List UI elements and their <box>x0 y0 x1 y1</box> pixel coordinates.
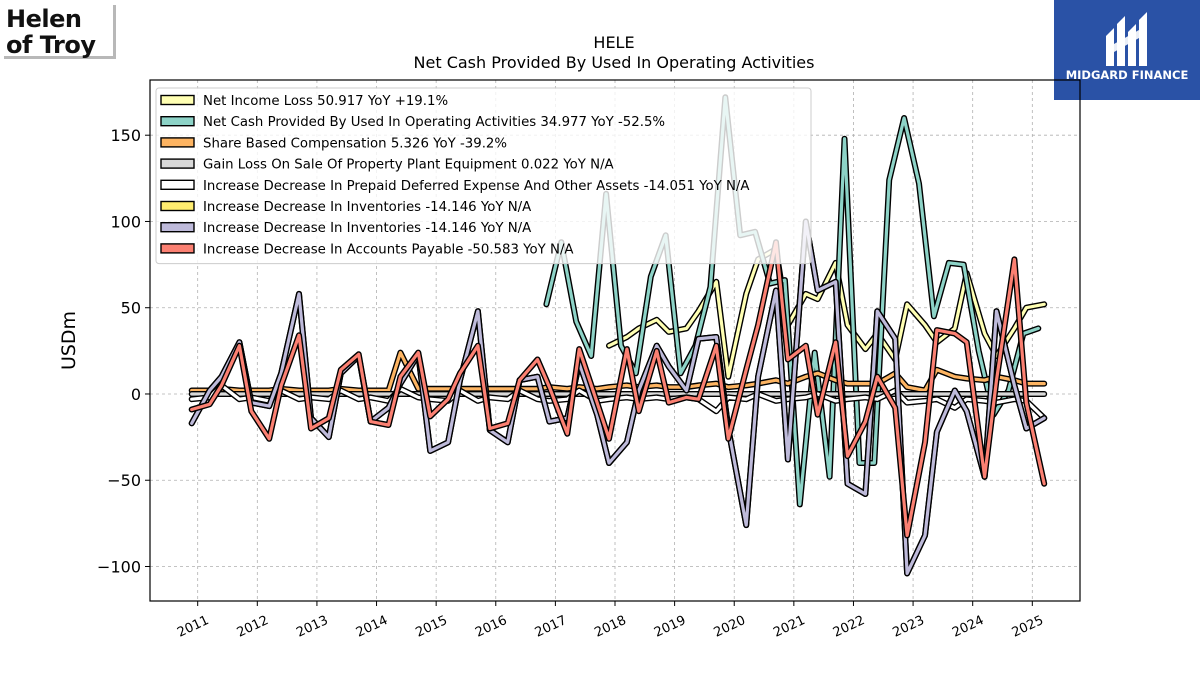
x-tick-label: 2016 <box>473 613 509 641</box>
series-stroke <box>190 240 1046 538</box>
y-axis: −100 −50 0 50 100 150 <box>97 126 150 576</box>
legend-label: Share Based Compensation 5.326 YoY -39.2… <box>203 136 507 151</box>
series-line <box>188 218 1048 577</box>
legend-swatch <box>160 94 195 106</box>
legend-swatch <box>160 115 195 127</box>
y-axis-label: USDm <box>58 311 80 370</box>
y-tick-label: −50 <box>107 471 141 490</box>
series-outline <box>188 349 1048 394</box>
chart-subtitle: Net Cash Provided By Used In Operating A… <box>414 53 815 72</box>
midgard-finance-logo: MIDGARD FINANCE <box>1054 0 1200 100</box>
y-tick-label: 100 <box>110 212 141 231</box>
series-line <box>188 218 1048 577</box>
x-tick-label: 2023 <box>890 613 926 641</box>
logo-line-2: of Troy <box>6 31 96 59</box>
x-tick-label: 2021 <box>771 613 807 641</box>
y-tick-label: 150 <box>110 126 141 145</box>
legend-label: Increase Decrease In Prepaid Deferred Ex… <box>203 179 750 194</box>
legend: Net Income Loss 50.917 YoY +19.1% Net Cas… <box>155 87 812 265</box>
series-line <box>543 94 1042 508</box>
x-tick-label: 2020 <box>712 613 748 641</box>
x-tick-label: 2024 <box>950 613 986 641</box>
legend-swatch <box>160 137 195 148</box>
series-stroke <box>190 351 1046 393</box>
series-stroke <box>607 247 1046 379</box>
series-outline <box>188 218 1048 577</box>
series-line <box>188 349 1048 394</box>
series-stroke <box>544 95 1040 506</box>
series-line <box>188 239 1048 539</box>
logo-line-1: Helen <box>6 5 82 33</box>
legend-swatch <box>160 158 195 169</box>
series-stroke <box>190 383 1046 420</box>
legend-swatch <box>160 200 195 212</box>
x-tick-label: 2018 <box>592 613 628 641</box>
legend-label: Gain Loss On Sale Of Property Plant Equi… <box>203 158 614 173</box>
x-tick-label: 2017 <box>533 613 569 641</box>
series-stroke <box>190 219 1046 576</box>
x-tick-label: 2013 <box>294 613 330 641</box>
x-tick-label: 2014 <box>354 613 390 641</box>
legend-label: Increase Decrease In Inventories -14.146… <box>203 221 531 236</box>
legend-box <box>155 87 812 265</box>
series-outline <box>543 94 1042 508</box>
x-tick-label: 2022 <box>831 613 867 641</box>
x-tick-label: 2019 <box>652 613 688 641</box>
legend-swatch <box>160 243 195 254</box>
x-tick-label: 2025 <box>1010 613 1046 641</box>
y-tick-label: −100 <box>97 557 141 576</box>
x-tick-label: 2011 <box>175 613 211 641</box>
legend-swatch <box>160 179 195 191</box>
x-tick-label: 2012 <box>235 613 271 641</box>
midgard-mark-icon <box>1106 12 1147 66</box>
series-line <box>188 382 1048 422</box>
x-axis: 2011 2012 2013 2014 2015 2016 2017 2018 2019 2020… <box>175 601 1046 641</box>
y-tick-label: 50 <box>121 299 141 318</box>
series-outline <box>188 218 1048 577</box>
x-tick-label: 2015 <box>414 613 450 641</box>
grid <box>150 80 1080 601</box>
legend-label: Net Cash Provided By Used In Operating A… <box>203 115 665 130</box>
series-stroke <box>190 219 1046 576</box>
legend-label: Net Income Loss 50.917 YoY +19.1% <box>203 94 448 109</box>
series-outline <box>188 239 1048 539</box>
helen-of-troy-logo: Helen of Troy <box>4 5 116 59</box>
series-lines <box>188 94 1048 577</box>
series-outline <box>188 382 1048 422</box>
logo-brand-text: MIDGARD FINANCE <box>1065 68 1189 82</box>
y-tick-label: 0 <box>131 385 141 404</box>
chart-title: HELE <box>593 33 634 52</box>
legend-label: Increase Decrease In Accounts Payable -5… <box>203 242 574 257</box>
legend-label: Increase Decrease In Inventories -14.146… <box>203 200 531 215</box>
plot-frame <box>149 79 1081 602</box>
series-outline <box>606 246 1048 380</box>
legend-swatch <box>160 221 195 233</box>
series-line <box>606 246 1048 380</box>
